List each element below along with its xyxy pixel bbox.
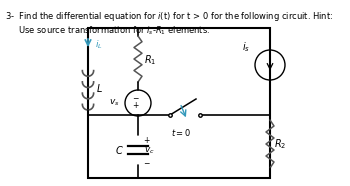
Text: $L$: $L$ bbox=[96, 81, 103, 94]
Text: $C$: $C$ bbox=[115, 144, 124, 156]
Text: $i_s$: $i_s$ bbox=[242, 40, 250, 54]
Bar bbox=[88, 28, 270, 178]
Text: $R_1$: $R_1$ bbox=[144, 53, 156, 67]
Text: $R_2$: $R_2$ bbox=[274, 137, 286, 151]
Text: $-$: $-$ bbox=[143, 158, 150, 166]
Text: +: + bbox=[132, 102, 138, 110]
Text: 3-  Find the differential equation for $\it{i}$(t) for t > 0 for the following c: 3- Find the differential equation for $\… bbox=[5, 10, 333, 37]
Text: −: − bbox=[132, 94, 138, 103]
Text: $+$: $+$ bbox=[143, 135, 150, 145]
Text: $i_L$: $i_L$ bbox=[95, 39, 103, 51]
Text: $t = 0$: $t = 0$ bbox=[171, 127, 191, 139]
Text: $v_s$: $v_s$ bbox=[110, 98, 120, 108]
Text: $v_c$: $v_c$ bbox=[144, 146, 155, 156]
